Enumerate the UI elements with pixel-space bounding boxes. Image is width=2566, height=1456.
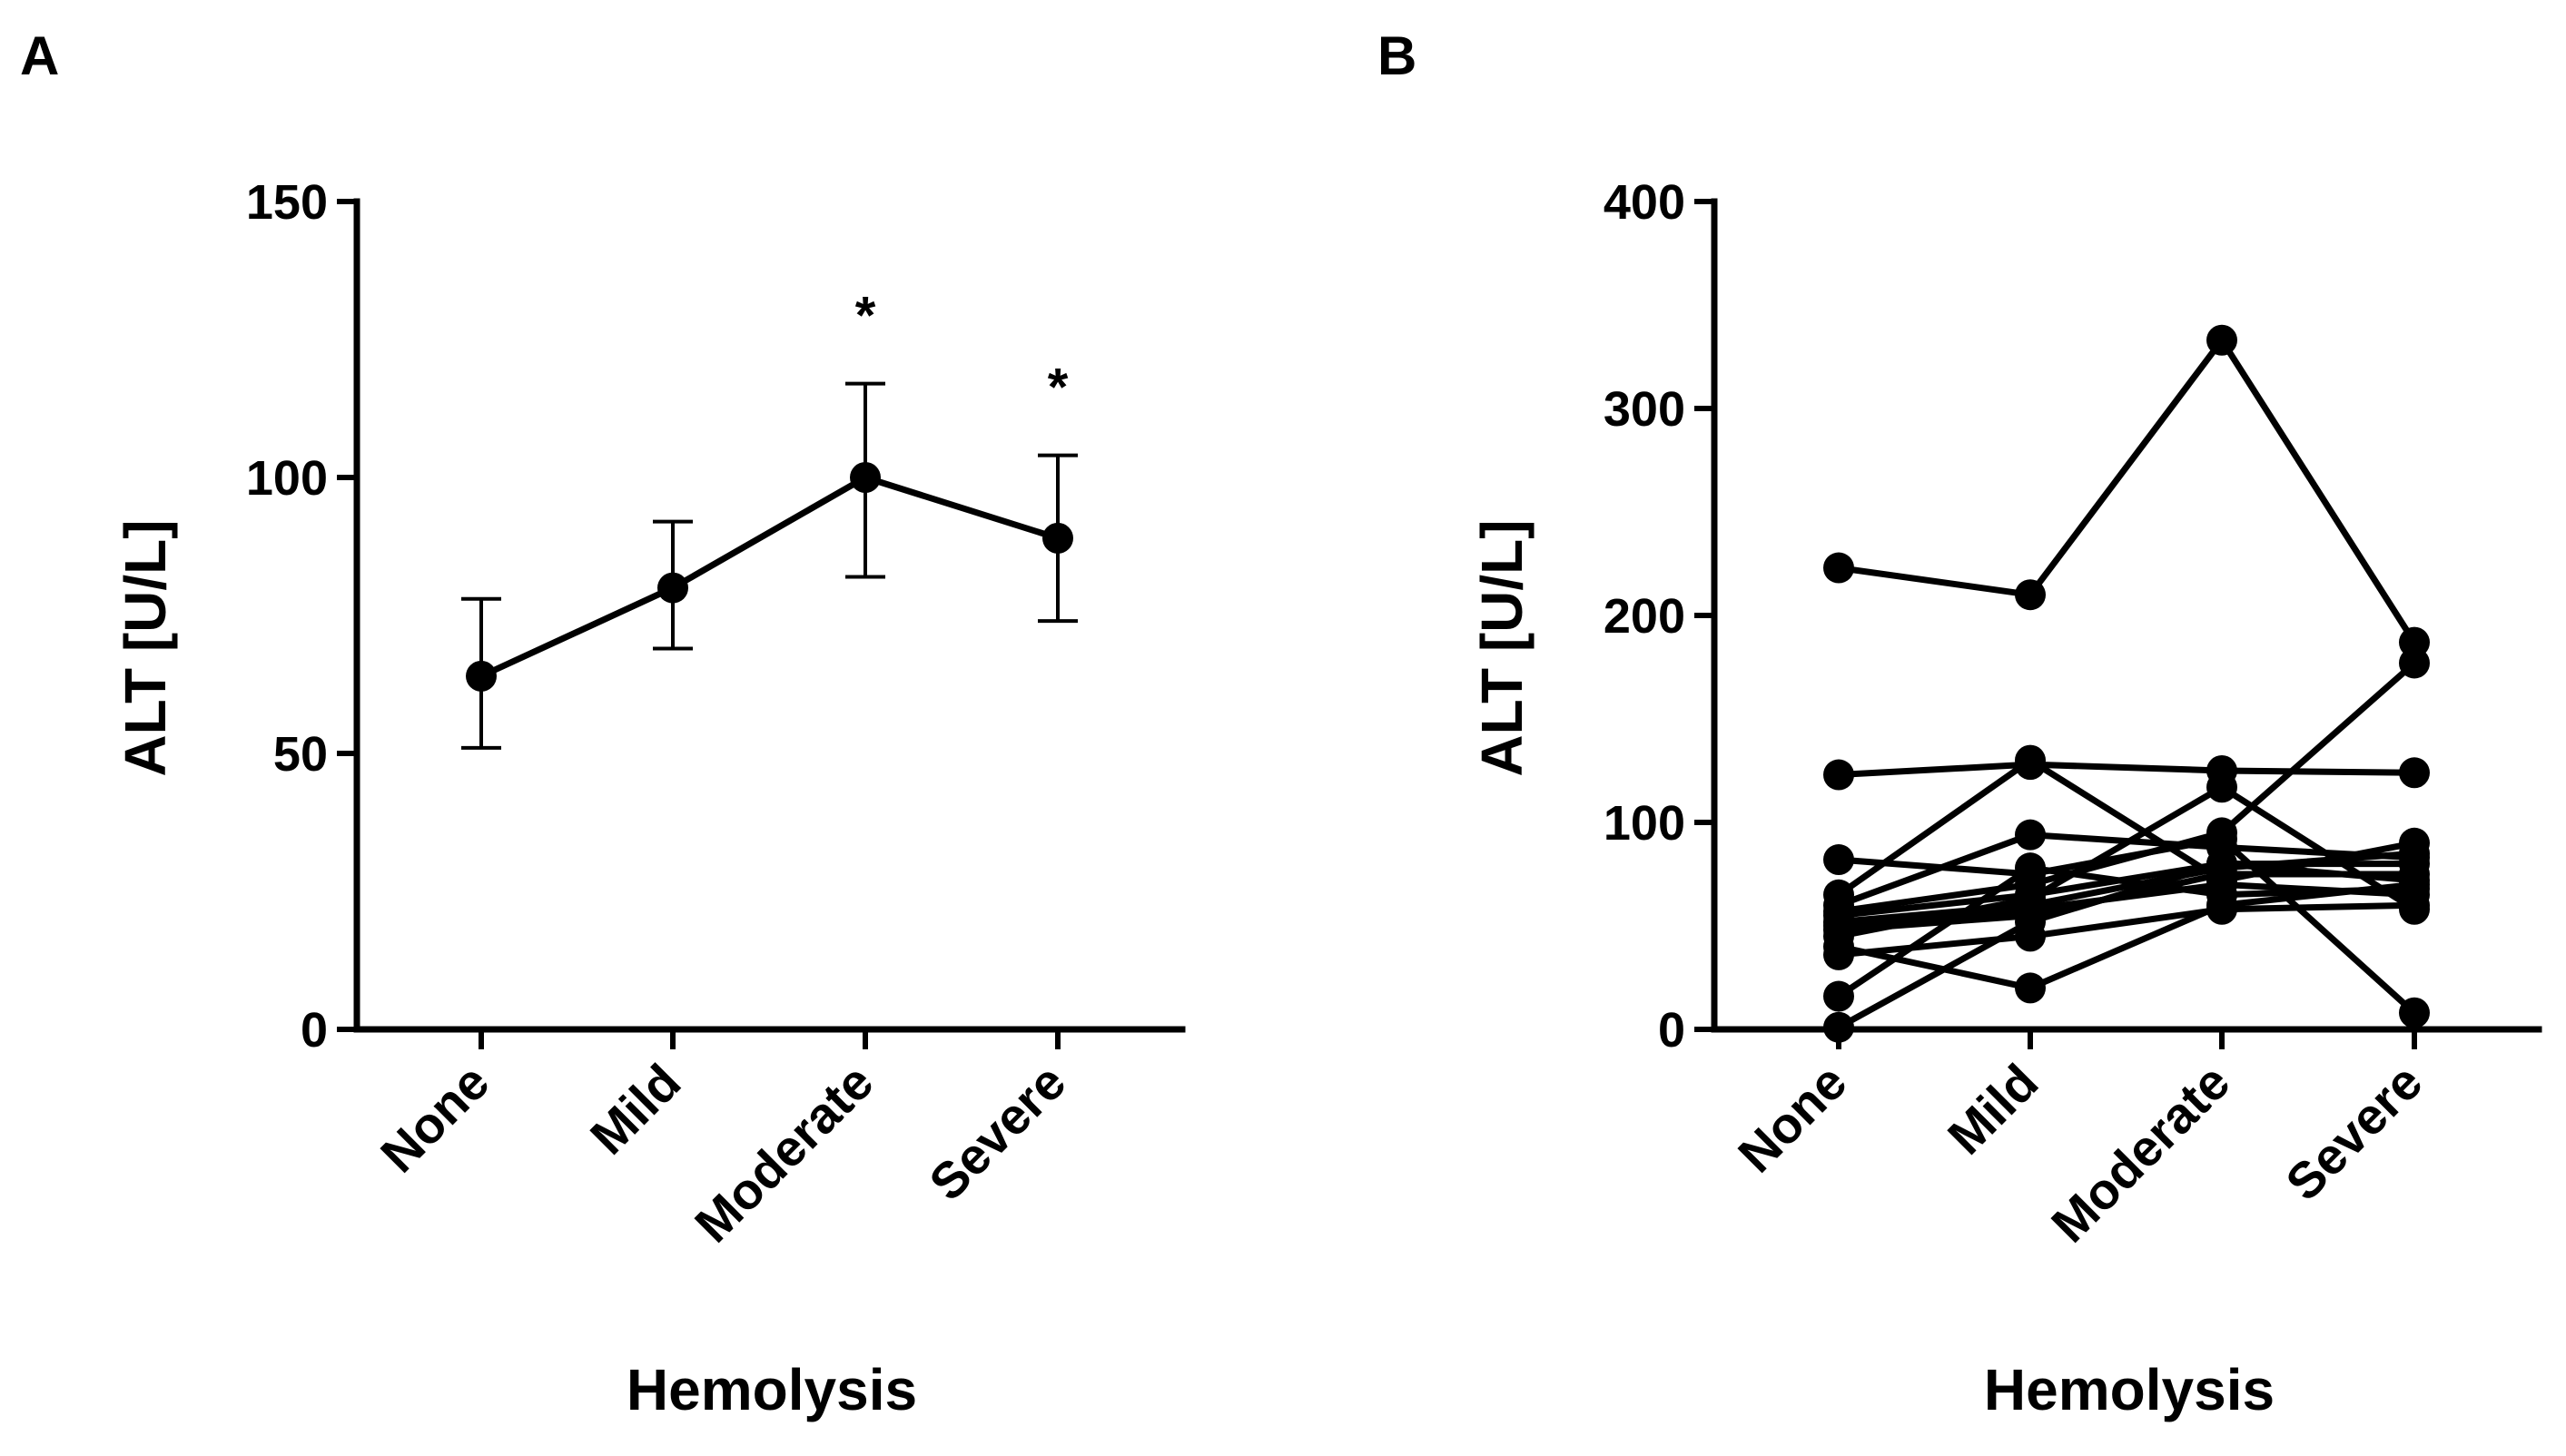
panel-a-data-point bbox=[1042, 522, 1073, 554]
panel-b-y-tick-label: 200 bbox=[1604, 589, 1685, 644]
panel-b-data-point bbox=[2015, 906, 2046, 938]
panel-b-data-point bbox=[1823, 759, 1854, 791]
panel-b-data-point bbox=[1823, 1011, 1854, 1043]
panel-a-x-tick-label: Severe bbox=[918, 1053, 1076, 1211]
panel-b-x-axis-title: Hemolysis bbox=[1984, 1357, 2275, 1422]
panel-b-y-tick-label: 100 bbox=[1604, 796, 1685, 851]
panel-a-data-point bbox=[466, 660, 497, 692]
panel-a-y-tick-label: 0 bbox=[301, 1003, 328, 1058]
panel-b-series-line bbox=[1838, 901, 2415, 959]
panel-b-series-line bbox=[1838, 337, 2417, 644]
panel-b-data-point bbox=[2399, 757, 2430, 789]
panel-b-data-point bbox=[2399, 848, 2430, 880]
panel-b-data-point bbox=[2015, 972, 2046, 1004]
panel-b-data-point bbox=[1823, 939, 1854, 970]
panel-a-y-tick-label: 50 bbox=[273, 727, 328, 782]
panel-b-data-point bbox=[2015, 744, 2046, 776]
panel-b-series-line bbox=[1837, 864, 2415, 999]
panel-b-y-axis-title: ALT [U/L] bbox=[1469, 519, 1535, 776]
panel-b-data-point bbox=[2399, 997, 2430, 1028]
panel-a-x-tick-label: None bbox=[370, 1053, 500, 1184]
panel-b-data-point bbox=[1823, 844, 1854, 876]
panel-b-data-point bbox=[2206, 879, 2237, 910]
panel-b-letter: B bbox=[1377, 25, 1416, 86]
panel-b-y-tick-label: 300 bbox=[1604, 382, 1685, 437]
panel-b-data-point bbox=[2015, 883, 2046, 915]
panel-a-x-tick-label: Moderate bbox=[684, 1053, 884, 1254]
panel-a-data-point bbox=[657, 572, 688, 604]
panel-b-y-tick-label: 0 bbox=[1658, 1003, 1685, 1058]
panel-b-y-tick-label: 400 bbox=[1604, 175, 1685, 230]
panel-a-y-axis-title: ALT [U/L] bbox=[113, 519, 178, 776]
panel-a-data-point bbox=[850, 462, 881, 493]
panel-b-series-line bbox=[1838, 783, 2416, 940]
panel-b-x-tick-label: None bbox=[1727, 1053, 1858, 1184]
panel-a-y-tick-label: 100 bbox=[246, 451, 328, 506]
panel-b-data-point bbox=[2399, 872, 2430, 904]
panel-a-y-tick-label: 150 bbox=[246, 175, 328, 230]
panel-b-data-point bbox=[2206, 817, 2237, 849]
panel-b-data-point bbox=[2015, 852, 2046, 884]
panel-b-series-line bbox=[1838, 761, 2415, 779]
panel-b-data-point bbox=[2206, 324, 2237, 356]
panel-b-data-point bbox=[1823, 980, 1854, 1012]
panel-a-series-line bbox=[479, 474, 1060, 680]
panel-b-series-line bbox=[1838, 660, 2417, 915]
panel-b-data-point bbox=[2206, 848, 2237, 880]
panel-a-significance-marker: * bbox=[1048, 359, 1069, 418]
panel-a-x-axis-title: Hemolysis bbox=[627, 1357, 917, 1422]
panel-b-x-tick-label: Severe bbox=[2275, 1053, 2433, 1211]
panel-a-letter: A bbox=[20, 25, 59, 86]
panel-a-x-tick-label: Mild bbox=[579, 1053, 692, 1166]
panel-b-x-tick-label: Moderate bbox=[2040, 1053, 2241, 1254]
panel-b-data-point bbox=[1823, 552, 1854, 584]
panel-b-x-tick-label: Mild bbox=[1937, 1053, 2049, 1166]
panel-a-significance-marker: * bbox=[855, 287, 876, 346]
panel-b-data-point bbox=[2206, 772, 2237, 803]
panel-b-series-line bbox=[1837, 861, 2414, 1030]
panel-b-data-point bbox=[2015, 579, 2046, 611]
panel-b-data-point bbox=[2399, 647, 2430, 679]
panel-b-data-point bbox=[2015, 819, 2046, 851]
